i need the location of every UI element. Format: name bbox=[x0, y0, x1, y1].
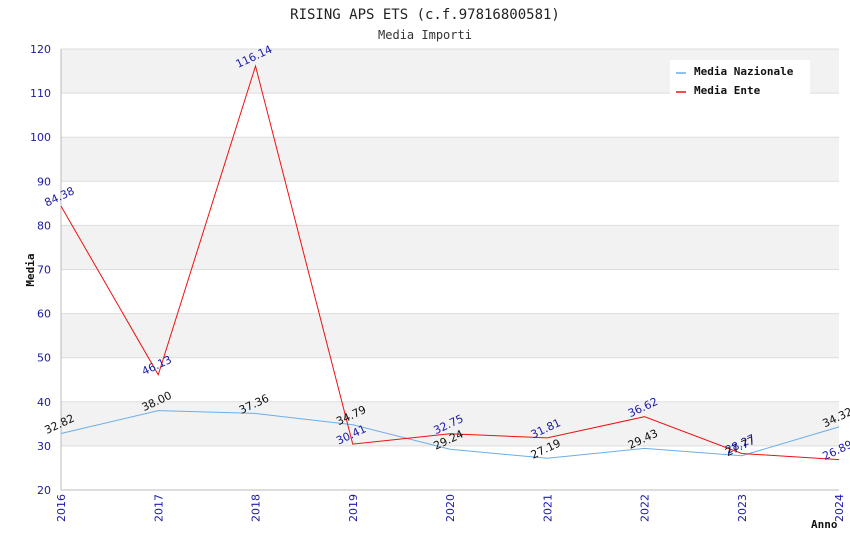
y-tick-70: 70 bbox=[37, 264, 51, 277]
y-tick-40: 40 bbox=[37, 396, 51, 409]
x-tick-2021: 2021 bbox=[541, 494, 554, 522]
series-lines bbox=[60, 64, 840, 461]
legend-label-ente: Media Ente bbox=[694, 84, 761, 97]
band-80-90 bbox=[61, 181, 839, 226]
y-tick-20: 20 bbox=[37, 484, 51, 497]
y-tick-90: 90 bbox=[37, 175, 51, 188]
x-tick-2024: 2024 bbox=[833, 494, 846, 522]
y-tick-110: 110 bbox=[30, 87, 51, 100]
x-tick-2017: 2017 bbox=[152, 494, 165, 522]
band-30-40 bbox=[61, 401, 839, 446]
band-100-110 bbox=[61, 93, 839, 138]
y-axis-label: Media bbox=[24, 253, 37, 286]
series-line-1 bbox=[60, 64, 840, 461]
chart-subtitle: Media Importi bbox=[378, 28, 472, 42]
y-tick-60: 60 bbox=[37, 308, 51, 321]
background-bands bbox=[61, 49, 839, 490]
x-axis-label: Anno bbox=[811, 518, 838, 531]
x-tick-2019: 2019 bbox=[347, 494, 360, 522]
x-tick-2020: 2020 bbox=[444, 494, 457, 522]
y-tick-labels: 20 30 40 50 60 70 80 90 100 110 120 bbox=[30, 43, 51, 497]
y-tick-100: 100 bbox=[30, 131, 51, 144]
x-tick-2023: 2023 bbox=[736, 494, 749, 522]
y-tick-80: 80 bbox=[37, 219, 51, 232]
band-40-50 bbox=[61, 357, 839, 402]
band-90-100 bbox=[61, 137, 839, 182]
legend: Media Nazionale Media Ente bbox=[670, 60, 810, 97]
axes bbox=[60, 49, 839, 491]
band-20-30 bbox=[61, 445, 839, 490]
x-tick-labels: 2016 2017 2018 2019 2020 2021 2022 2023 2024 bbox=[55, 494, 846, 522]
x-tick-2022: 2022 bbox=[639, 494, 652, 522]
band-50-60 bbox=[61, 313, 839, 358]
y-tick-50: 50 bbox=[37, 352, 51, 365]
x-tick-2016: 2016 bbox=[55, 494, 68, 522]
legend-box bbox=[670, 60, 810, 96]
y-tick-30: 30 bbox=[37, 440, 51, 453]
band-60-70 bbox=[61, 269, 839, 314]
legend-label-nazionale: Media Nazionale bbox=[694, 65, 794, 78]
x-tick-2018: 2018 bbox=[250, 494, 263, 522]
band-70-80 bbox=[61, 225, 839, 270]
series-line-0 bbox=[60, 410, 840, 459]
chart-title: RISING APS ETS (c.f.97816800581) bbox=[290, 7, 560, 23]
y-tick-120: 120 bbox=[30, 43, 51, 56]
